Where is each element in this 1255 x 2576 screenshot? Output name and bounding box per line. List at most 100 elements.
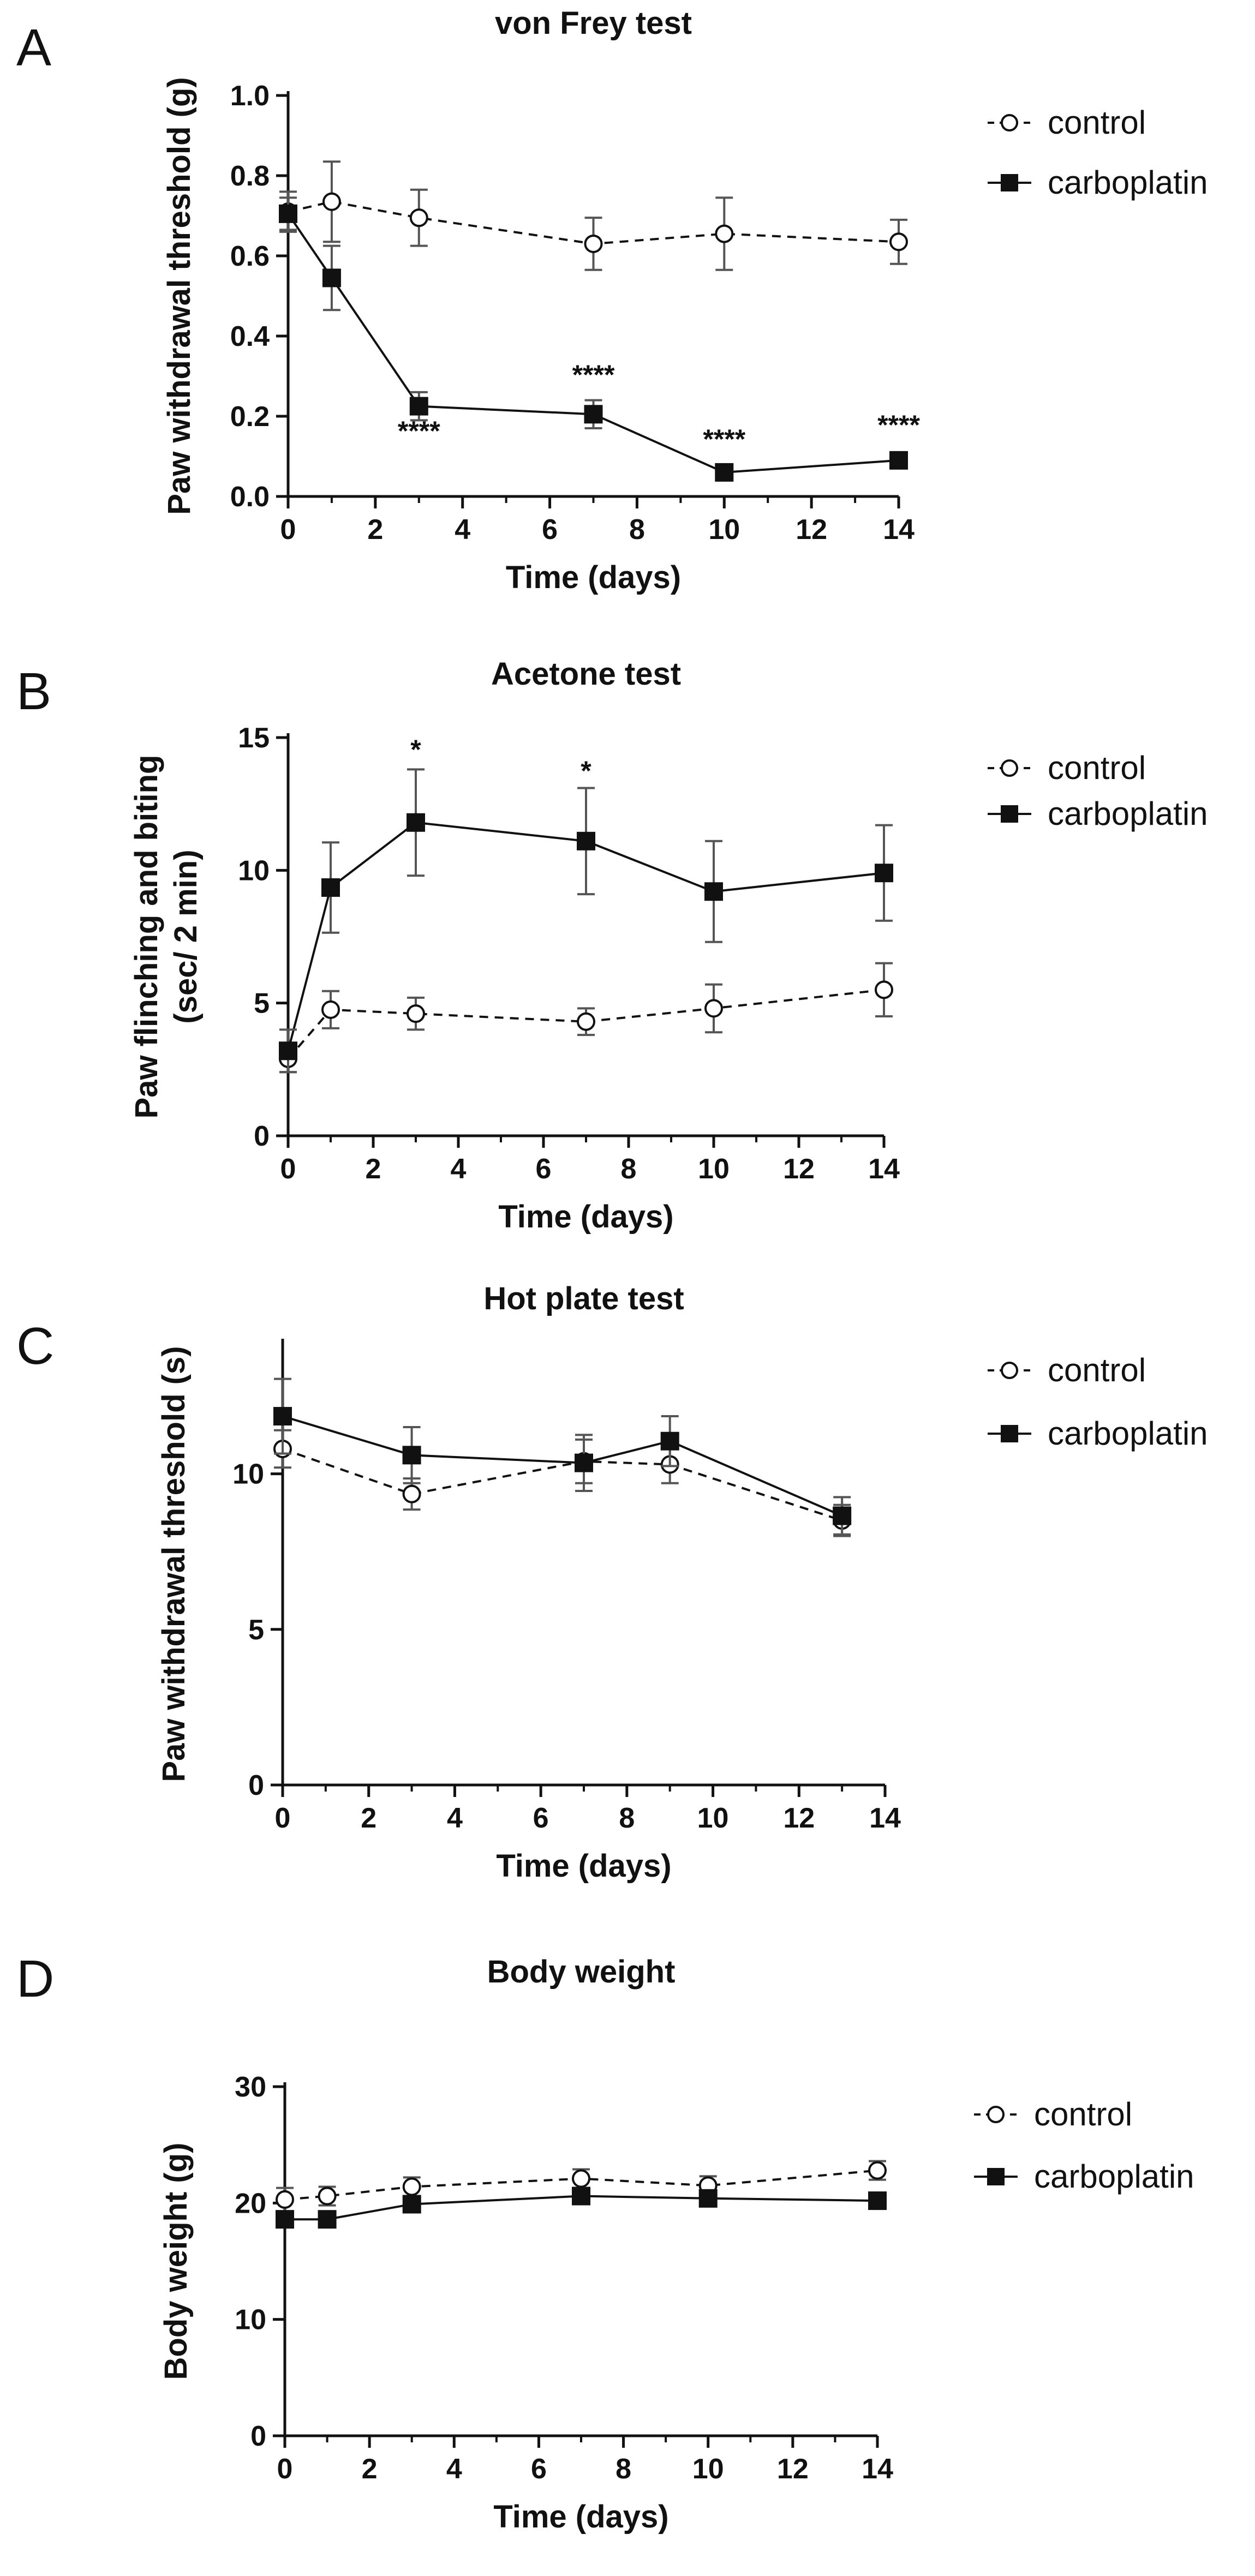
legend-label: carboplatin [1048, 164, 1208, 201]
data-point [704, 999, 723, 1018]
panel-b: B Acetone test 0 2 4 6 8 10 12 14 0 5 10 15 Time (days… [16, 656, 1208, 1235]
x-tick-label: 2 [361, 1802, 376, 1834]
legend-marker [1001, 174, 1018, 191]
legend-label: carboplatin [1048, 1415, 1208, 1452]
series-control [276, 2160, 887, 2213]
data-point [409, 208, 428, 227]
data-point [704, 882, 723, 901]
y-axis-label: Paw withdrawal threshold (s) [156, 1346, 192, 1782]
data-point [698, 2189, 718, 2208]
x-tick-label: 14 [862, 2453, 893, 2485]
legend-item-carboplatin: carboplatin [988, 795, 1208, 832]
series-line [287, 989, 885, 1060]
x-tick-label: 10 [692, 2453, 724, 2485]
chart-title: von Frey test [495, 5, 692, 41]
data-point [321, 878, 340, 897]
legend-marker [987, 2106, 1005, 2123]
data-point [322, 268, 341, 287]
x-axis-label: Time (days) [496, 1848, 671, 1884]
y-tick-label: 0.0 [230, 481, 270, 513]
panel-letter: D [16, 1950, 54, 2008]
legend-label: control [1048, 750, 1146, 786]
significance-annotation: **** [572, 360, 615, 390]
y-tick-label: 30 [235, 2071, 266, 2103]
chart-title: Acetone test [491, 656, 681, 692]
series-control [279, 962, 893, 1074]
data-point [572, 2169, 590, 2188]
data-point [402, 1446, 421, 1465]
legend-item-carboplatin: carboplatin [988, 1415, 1208, 1452]
x-tick-label: 6 [536, 1153, 552, 1185]
legend-label: carboplatin [1048, 795, 1208, 832]
legend-label: control [1048, 1352, 1146, 1388]
y-tick-label: 0 [250, 2421, 266, 2452]
x-tick-label: 4 [446, 2453, 462, 2485]
x-tick-label: 0 [275, 1802, 291, 1834]
series-line [287, 213, 899, 474]
data-point [577, 831, 595, 850]
panel-letter: B [16, 662, 51, 721]
x-tick-label: 2 [362, 2453, 378, 2485]
series-carboplatin [273, 1377, 852, 1536]
y-axis-label: Paw flinching and biting [129, 755, 164, 1119]
y-tick-label: 5 [254, 988, 270, 1020]
legend-marker [1001, 1425, 1018, 1442]
x-tick-label: 4 [451, 1153, 467, 1185]
x-axis-label: Time (days) [493, 2499, 668, 2535]
y-tick-label: 0 [254, 1121, 270, 1152]
legend-marker [987, 2168, 1005, 2185]
x-tick-label: 8 [619, 1802, 635, 1834]
legend-label: carboplatin [1034, 2158, 1194, 2195]
data-point [715, 463, 734, 482]
data-point [875, 864, 893, 883]
legend-label: control [1034, 2096, 1132, 2132]
legend-marker [1001, 759, 1018, 777]
data-point [584, 405, 603, 424]
data-point [868, 2191, 887, 2210]
data-point [407, 813, 425, 832]
legend-label: control [1048, 104, 1146, 141]
data-point [318, 2210, 337, 2229]
x-tick-label: 4 [447, 1802, 463, 1834]
series-line [287, 821, 885, 1051]
x-tick-label: 8 [621, 1153, 637, 1185]
y-tick-label: 0 [248, 1770, 264, 1801]
chart-title: Hot plate test [483, 1281, 684, 1316]
series-carboplatin [279, 768, 893, 1074]
data-point [577, 1012, 595, 1031]
x-tick-label: 12 [796, 514, 827, 546]
x-tick-label: 4 [455, 514, 470, 546]
y-axis-label: Paw withdrawal threshold (g) [162, 77, 197, 514]
data-point [322, 192, 341, 211]
y-tick-label: 10 [235, 2304, 266, 2336]
data-point [407, 1004, 425, 1023]
data-point [715, 224, 734, 243]
series-line [282, 1448, 842, 1522]
data-point [409, 397, 428, 416]
series-control [279, 160, 908, 271]
x-tick-label: 14 [883, 514, 915, 546]
x-tick-label: 12 [777, 2453, 809, 2485]
x-tick-label: 6 [542, 514, 558, 546]
legend-item-control: control [974, 2096, 1132, 2132]
significance-annotation: * [581, 756, 591, 786]
y-tick-label: 0.8 [230, 160, 270, 192]
data-point [889, 232, 908, 251]
data-point [318, 2186, 337, 2206]
legend-marker [1001, 114, 1018, 131]
y-tick-label: 0.2 [230, 401, 270, 433]
data-point [875, 980, 893, 999]
legend-item-control: control [988, 1352, 1146, 1388]
y-tick-label: 5 [248, 1614, 264, 1646]
x-tick-label: 10 [697, 1802, 729, 1834]
panel-letter: C [16, 1317, 54, 1375]
series-carboplatin [276, 2186, 887, 2229]
legend-item-carboplatin: carboplatin [988, 164, 1208, 201]
data-point [273, 1407, 292, 1426]
x-axis-label: Time (days) [506, 560, 681, 595]
chart-title: Body weight [487, 1954, 676, 1990]
legend-marker [1001, 805, 1018, 823]
x-tick-label: 14 [868, 1153, 900, 1185]
data-point [402, 2177, 421, 2196]
data-point [321, 1000, 340, 1019]
